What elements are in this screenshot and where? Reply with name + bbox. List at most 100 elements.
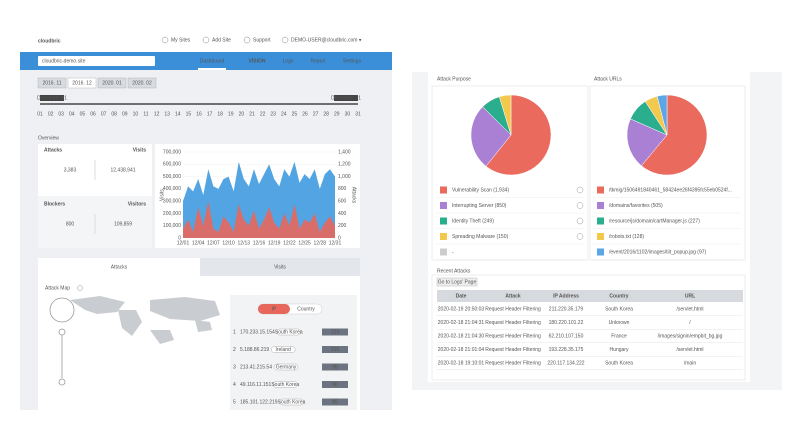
nav-tab[interactable]: Report bbox=[310, 58, 326, 64]
pie-title: Attack URLs bbox=[594, 76, 622, 82]
nav-tab[interactable]: Settings bbox=[343, 58, 362, 64]
y-tick-label: 500,000 bbox=[163, 174, 181, 180]
nav-link[interactable]: DEMO-USER@cloudbric.com ▾ bbox=[291, 37, 362, 43]
count-box bbox=[322, 398, 348, 406]
day-label: 05 bbox=[80, 111, 86, 117]
pie-slice bbox=[470, 106, 512, 167]
legend-swatch bbox=[440, 217, 447, 225]
country-pill bbox=[273, 381, 298, 388]
period-label: 2020. 02 bbox=[132, 80, 152, 86]
day-label: 18 bbox=[217, 111, 223, 117]
legend-swatch bbox=[597, 248, 604, 256]
country: Germany bbox=[276, 364, 297, 370]
ip: 170.233.15.154 bbox=[240, 329, 275, 335]
site-select[interactable] bbox=[38, 56, 155, 66]
count-box bbox=[322, 381, 348, 388]
day-label: 28 bbox=[323, 111, 329, 117]
count: 85 bbox=[332, 399, 338, 405]
stat-value: 3,383 bbox=[64, 167, 77, 173]
detail-icon[interactable] bbox=[576, 217, 584, 225]
detail-icon[interactable] bbox=[576, 186, 584, 194]
rank: 4 bbox=[233, 382, 236, 388]
table-cell: 220.117.134.222 bbox=[547, 360, 584, 366]
stat-value: 109,859 bbox=[114, 221, 132, 227]
tab-label[interactable]: Attacks bbox=[111, 264, 128, 270]
day-label: 12 bbox=[154, 111, 160, 117]
legend-swatch bbox=[597, 233, 604, 240]
day-label: 08 bbox=[111, 111, 117, 117]
help-icon[interactable] bbox=[77, 285, 83, 291]
x-tick-label: 12/01 bbox=[177, 240, 190, 246]
y2-tick-label: 1,200 bbox=[338, 162, 351, 168]
nav-link[interactable]: My Sites bbox=[171, 37, 191, 43]
legend-label: /domains/favorites (505) bbox=[609, 203, 663, 209]
count-box bbox=[322, 328, 348, 336]
section-title: Overview bbox=[38, 135, 59, 141]
nav-icon bbox=[202, 36, 210, 44]
day-label: 13 bbox=[164, 111, 170, 117]
country-pill bbox=[279, 398, 304, 406]
ip: 213.41.215.54 bbox=[240, 364, 272, 370]
day-label: 02 bbox=[48, 111, 54, 117]
map-controls[interactable] bbox=[49, 297, 75, 386]
toggle-label[interactable]: Country bbox=[297, 306, 315, 312]
tab-active[interactable] bbox=[38, 258, 200, 276]
nav-tab[interactable]: Logs bbox=[283, 58, 294, 64]
count: 95 bbox=[332, 364, 338, 370]
table-cell: /main bbox=[684, 360, 696, 366]
table-cell: 2020-02-18 21:04:30 bbox=[438, 333, 485, 339]
legend-label: Identity Theft (249) bbox=[452, 218, 494, 224]
nav-tab[interactable]: Dashboard bbox=[200, 58, 225, 64]
period-button[interactable] bbox=[67, 77, 97, 89]
ip: 49.116.11.151 bbox=[240, 382, 271, 388]
legend-swatch bbox=[597, 217, 604, 225]
button-label[interactable]: Go to Logs' Page bbox=[438, 279, 477, 285]
day-label: 11 bbox=[143, 111, 148, 117]
nav-icon bbox=[243, 36, 251, 44]
day-label: 10 bbox=[133, 111, 139, 117]
y-tick-label: 100,000 bbox=[163, 223, 181, 229]
day-label: 22 bbox=[260, 111, 266, 117]
toggle-active[interactable] bbox=[258, 304, 290, 314]
column-header: Attack bbox=[505, 293, 521, 299]
timeline-end[interactable] bbox=[334, 95, 358, 101]
logo: cloudbric bbox=[38, 38, 61, 44]
table-cell: Unknown bbox=[609, 320, 630, 326]
period-button[interactable] bbox=[127, 77, 157, 89]
toggle-label[interactable]: IP bbox=[272, 306, 277, 312]
period-button[interactable] bbox=[97, 77, 127, 89]
nav-tab[interactable]: VISION bbox=[249, 58, 266, 64]
legend-label: /resource/js/domain/cartManager.js (227) bbox=[609, 218, 700, 224]
day-label: 23 bbox=[270, 111, 276, 117]
table-cell: Request Header Filtering bbox=[485, 333, 541, 339]
tab[interactable] bbox=[200, 258, 360, 276]
y2-tick-label: 200 bbox=[338, 223, 347, 229]
table-cell: Hungary bbox=[610, 347, 629, 353]
detail-icon[interactable] bbox=[576, 202, 584, 209]
rank: 1 bbox=[233, 329, 236, 335]
tab-underline bbox=[198, 68, 226, 70]
period-label: 2016. 12 bbox=[72, 80, 92, 86]
table-cell: Request Header Filtering bbox=[485, 347, 541, 353]
day-label: 27 bbox=[313, 111, 319, 117]
detail-icon[interactable] bbox=[576, 233, 584, 240]
nav-link[interactable]: Support bbox=[253, 37, 271, 43]
nav-link[interactable]: Add Site bbox=[212, 37, 231, 43]
period-button[interactable] bbox=[37, 77, 67, 89]
y2-tick-label: 1,000 bbox=[338, 174, 351, 180]
table-cell: Request Header Filtering bbox=[485, 320, 541, 326]
x-tick-label: 12/07 bbox=[207, 240, 220, 246]
tab-label[interactable]: Visits bbox=[274, 264, 286, 270]
legend-label: Interrupting Server (850) bbox=[452, 203, 507, 209]
x-tick-label: 12/19 bbox=[268, 240, 281, 246]
day-label: 15 bbox=[186, 111, 192, 117]
column-header: Country bbox=[609, 293, 628, 299]
country: South Korea bbox=[271, 382, 299, 388]
legend-label: Spreading Malware (150) bbox=[452, 234, 508, 240]
legend-swatch bbox=[597, 186, 604, 194]
pie-slice bbox=[656, 94, 668, 136]
recent-title: Recent Attacks bbox=[437, 268, 471, 274]
timeline-start[interactable] bbox=[40, 95, 64, 101]
logs-button[interactable] bbox=[436, 277, 478, 287]
